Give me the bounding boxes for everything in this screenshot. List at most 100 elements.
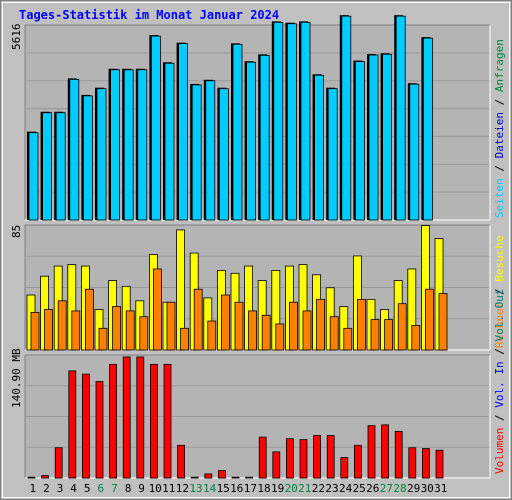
bar-seiten <box>327 88 338 221</box>
bar-volumen <box>340 457 349 479</box>
bar-volumen <box>435 449 444 479</box>
bar-volumen <box>68 370 77 479</box>
x-tick-label: 26 <box>366 482 379 495</box>
legend-sep-3: / <box>493 282 506 302</box>
bar-volumen <box>258 436 267 479</box>
bar-seiten <box>246 61 257 221</box>
legend-anfragen: Anfragen <box>493 39 506 92</box>
bar-seiten <box>354 61 365 221</box>
bar-seiten <box>205 80 216 221</box>
bar-rechner <box>234 301 244 351</box>
legend-vol-in: Vol. In <box>493 361 506 407</box>
bar-rechner <box>57 300 67 351</box>
bar-seiten <box>422 37 433 221</box>
legend-volumen: Volumen <box>493 428 506 474</box>
y-max-label-top: 5616 <box>10 24 23 51</box>
bar-rechner <box>30 311 40 351</box>
bar-seiten <box>395 15 406 221</box>
bar-rechner <box>316 298 326 351</box>
x-tick-label: 4 <box>70 482 77 495</box>
bar-seiten <box>382 53 393 221</box>
bar-rechner <box>152 268 162 351</box>
bar-rechner <box>71 310 81 351</box>
bar-volumen <box>272 451 281 479</box>
bar-volumen <box>299 439 308 479</box>
bar-volumen <box>149 363 158 479</box>
bar-seiten <box>259 54 270 221</box>
bar-seiten <box>409 83 420 221</box>
bar-rechner <box>343 327 353 351</box>
x-tick-label: 29 <box>407 482 420 495</box>
bar-volumen <box>122 356 131 479</box>
bar-seiten <box>28 132 39 221</box>
bar-seiten <box>150 35 161 221</box>
bar-volumen <box>54 447 63 479</box>
bar-seiten <box>69 79 80 221</box>
bar-volumen <box>163 363 172 479</box>
bar-rechner <box>356 298 366 351</box>
x-tick-label: 13 <box>189 482 202 495</box>
bar-seiten <box>341 15 352 221</box>
bar-seiten <box>218 88 229 221</box>
bar-volumen <box>313 435 322 479</box>
legend-sep-1: / <box>493 158 506 178</box>
bar-volumen <box>27 476 36 479</box>
x-tick-label: 31 <box>434 482 447 495</box>
x-tick-label: 8 <box>125 482 132 495</box>
bar-rechner <box>193 288 203 351</box>
bar-rechner <box>125 310 135 351</box>
bar-rechner <box>329 316 339 351</box>
bar-volumen <box>245 476 254 479</box>
bar-seiten <box>178 43 189 221</box>
legend-vol-out: Vol. Out <box>493 289 506 342</box>
x-tick-label: 16 <box>230 482 243 495</box>
bar-volumen <box>231 476 240 479</box>
bar-seiten <box>42 112 52 221</box>
x-tick-label: 27 <box>380 482 393 495</box>
x-tick-label: 17 <box>244 482 257 495</box>
bar-volumen <box>109 363 117 479</box>
legend-bottom: Volumen / Vol. In / Vol. Out <box>493 289 506 474</box>
bar-rechner <box>424 288 434 351</box>
bar-seiten <box>164 62 175 221</box>
bar-volumen <box>41 475 49 479</box>
legend-dateien: Dateien <box>493 112 506 158</box>
legend-besuche: Besuche <box>493 235 506 281</box>
bar-rechner <box>288 301 298 351</box>
bar-rechner <box>302 310 312 351</box>
x-tick-label: 1 <box>29 482 36 495</box>
legend-rechner: Rechner <box>493 301 506 348</box>
x-tick-label: 2 <box>43 482 50 495</box>
legend-sep-4: / <box>493 408 506 428</box>
bar-volumen <box>285 438 294 479</box>
bar-rechner <box>44 309 53 351</box>
bar-volumen <box>190 476 199 479</box>
y-max-label-bottom: 140.90 MB <box>10 348 23 408</box>
x-tick-label: 30 <box>421 482 434 495</box>
x-axis-labels: 1 2 3 4 5 6 7 8 9 10 11 12 13 14 15 16 17 18 19 20 21 22 23 24 2… <box>29 482 447 495</box>
bar-volumen <box>204 473 213 479</box>
bar-volumen <box>381 424 390 479</box>
x-tick-label: 9 <box>138 482 145 495</box>
bar-rechner <box>180 327 190 351</box>
bar-rechner <box>438 293 448 351</box>
x-tick-label: 11 <box>162 482 175 495</box>
x-tick-label: 24 <box>339 482 353 495</box>
plot-area <box>25 25 490 220</box>
bar-volumen <box>326 435 335 479</box>
bar-seiten <box>83 95 93 221</box>
bar-volumen <box>177 444 186 479</box>
legend-middle: Rechner / Besuche <box>493 235 506 348</box>
bar-seiten <box>273 21 284 221</box>
bar-seiten <box>368 54 379 221</box>
x-tick-label: 14 <box>203 482 217 495</box>
x-tick-label: 6 <box>97 482 104 495</box>
bar-rechner <box>98 327 108 351</box>
bar-volumen <box>394 430 403 479</box>
bar-rechner <box>397 303 407 351</box>
x-tick-label: 19 <box>271 482 284 495</box>
panel-volume <box>24 354 491 479</box>
bar-volumen <box>367 425 376 479</box>
